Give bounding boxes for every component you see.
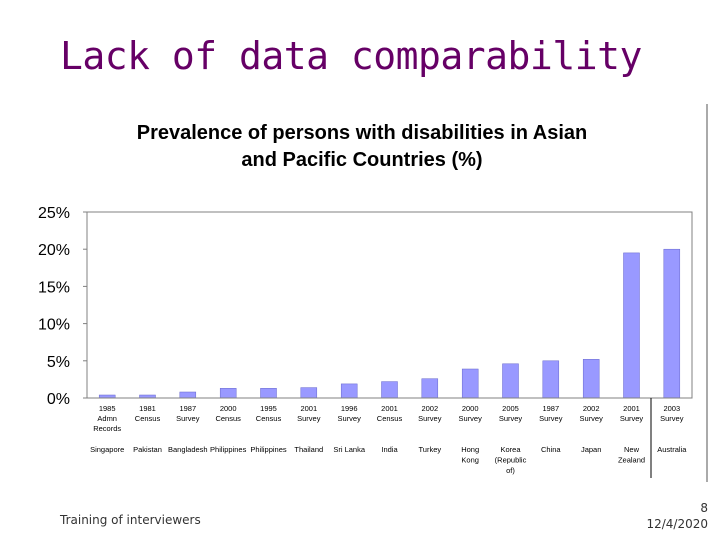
y-tick-label: 15% bbox=[38, 279, 70, 296]
x-tick-label: Survey bbox=[418, 414, 442, 423]
x-tick-label: 2002 bbox=[583, 404, 600, 413]
country-label: Philippines bbox=[210, 445, 247, 454]
x-tick-label: 1981 bbox=[139, 404, 156, 413]
chart-title-line-1: Prevalence of persons with disabilities … bbox=[137, 122, 588, 144]
x-tick-label: 2001 bbox=[381, 404, 398, 413]
bar bbox=[381, 381, 398, 399]
bars bbox=[98, 248, 681, 399]
x-tick-label: Census bbox=[135, 414, 161, 423]
x-tick-label: 1987 bbox=[542, 404, 559, 413]
slide-title: Lack of data comparability bbox=[60, 34, 642, 78]
x-tick-label: 2005 bbox=[502, 404, 519, 413]
x-tick-label: Census bbox=[377, 414, 403, 423]
y-axis-ticks: 0% 5% 10% 15% 20% 25% bbox=[38, 205, 87, 408]
bar bbox=[623, 252, 640, 399]
country-label: Bangladesh bbox=[168, 445, 208, 454]
x-tick-label: 2000 bbox=[462, 404, 479, 413]
x-tick-label: 1996 bbox=[341, 404, 358, 413]
x-tick-label: Survey bbox=[338, 414, 362, 423]
bar bbox=[179, 391, 197, 399]
x-tick-label: Records bbox=[93, 424, 121, 433]
country-label: of) bbox=[506, 466, 515, 475]
bar bbox=[340, 383, 358, 399]
country-label: Kong bbox=[461, 456, 479, 465]
x-tick-label: 1987 bbox=[179, 404, 196, 413]
country-label: Sri Lanka bbox=[333, 445, 366, 454]
x-tick-label: Census bbox=[256, 414, 282, 423]
country-labels: Singapore Pakistan Bangladesh Philippines Ph… bbox=[90, 445, 687, 475]
x-tick-label: Survey bbox=[580, 414, 604, 423]
bar bbox=[502, 363, 519, 399]
x-tick-label: 2001 bbox=[623, 404, 640, 413]
x-tick-label: Admn bbox=[97, 414, 117, 423]
bar bbox=[582, 359, 600, 399]
x-tick-label: Survey bbox=[539, 414, 563, 423]
y-tick-label: 10% bbox=[38, 317, 70, 334]
bar bbox=[300, 387, 318, 399]
y-tick-label: 20% bbox=[38, 242, 70, 259]
country-label: Singapore bbox=[90, 445, 124, 454]
chart-title-line-2: and Pacific Countries (%) bbox=[241, 149, 482, 171]
bar bbox=[542, 360, 560, 399]
country-label: Pakistan bbox=[133, 445, 162, 454]
x-tick-label: 2002 bbox=[421, 404, 438, 413]
country-label: India bbox=[381, 445, 398, 454]
y-tick-label: 0% bbox=[47, 391, 70, 408]
country-label: Philippines bbox=[250, 445, 287, 454]
x-tick-label: Census bbox=[215, 414, 241, 423]
country-label: Australia bbox=[657, 445, 687, 454]
x-tick-label: Survey bbox=[620, 414, 644, 423]
country-label: New bbox=[624, 445, 640, 454]
footer-right: 8 12/4/2020 bbox=[646, 500, 708, 532]
x-tick-label: 2000 bbox=[220, 404, 237, 413]
country-label: (Republic bbox=[495, 456, 527, 465]
x-tick-label: Survey bbox=[176, 414, 200, 423]
x-tick-label: Survey bbox=[499, 414, 523, 423]
bar bbox=[663, 248, 681, 399]
x-tick-label: 2001 bbox=[300, 404, 317, 413]
page-number: 8 bbox=[700, 501, 708, 515]
country-label: Japan bbox=[581, 445, 601, 454]
country-label: Turkey bbox=[418, 445, 441, 454]
x-tick-label: 2003 bbox=[663, 404, 680, 413]
bar bbox=[461, 368, 479, 399]
x-axis-tick-labels: 1985AdmnRecords1981Census1987Survey2000C… bbox=[93, 404, 683, 433]
country-label: Hong bbox=[461, 445, 479, 454]
bar bbox=[219, 388, 237, 399]
country-label: China bbox=[541, 445, 561, 454]
x-tick-label: 1995 bbox=[260, 404, 277, 413]
bar bbox=[260, 388, 277, 399]
bar bbox=[421, 378, 439, 399]
y-tick-label: 25% bbox=[38, 205, 70, 222]
x-tick-label: 1985 bbox=[99, 404, 116, 413]
y-tick-label: 5% bbox=[47, 354, 70, 371]
country-label: Thailand bbox=[294, 445, 323, 454]
x-tick-label: Survey bbox=[297, 414, 321, 423]
footer-text: Training of interviewers bbox=[60, 513, 201, 527]
plot-area bbox=[86, 211, 693, 399]
country-label: Zealand bbox=[618, 456, 645, 465]
country-label: Korea bbox=[500, 445, 521, 454]
x-tick-label: Survey bbox=[459, 414, 483, 423]
slide-date: 12/4/2020 bbox=[646, 517, 708, 531]
x-tick-label: Survey bbox=[660, 414, 684, 423]
